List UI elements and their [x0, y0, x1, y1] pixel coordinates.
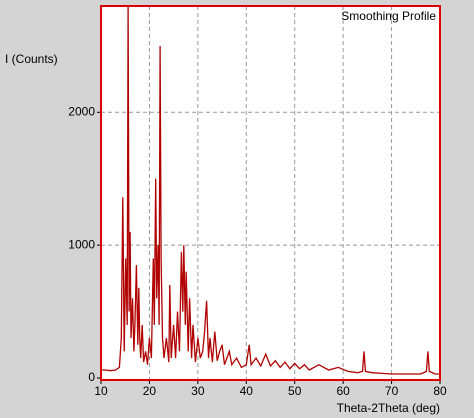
x-tick-label: 50 — [288, 384, 302, 398]
x-tick-label: 60 — [336, 384, 350, 398]
y-axis-title: I (Counts) — [5, 52, 58, 66]
x-tick-label: 30 — [191, 384, 205, 398]
x-tick-label: 20 — [143, 384, 157, 398]
y-tick-label: 0 — [88, 370, 95, 384]
y-tick-label: 2000 — [68, 104, 95, 118]
x-tick-label: 80 — [433, 384, 447, 398]
x-tick-label: 10 — [94, 384, 108, 398]
x-tick-label: 70 — [385, 384, 399, 398]
x-axis-title: Theta-2Theta (deg) — [337, 401, 440, 415]
data-line — [101, 5, 440, 375]
x-tick-label: 40 — [240, 384, 254, 398]
plot-frame — [100, 5, 441, 381]
plot-area — [101, 6, 440, 380]
chart-title: Smoothing Profile — [341, 9, 436, 23]
y-tick-label: 1000 — [68, 237, 95, 251]
